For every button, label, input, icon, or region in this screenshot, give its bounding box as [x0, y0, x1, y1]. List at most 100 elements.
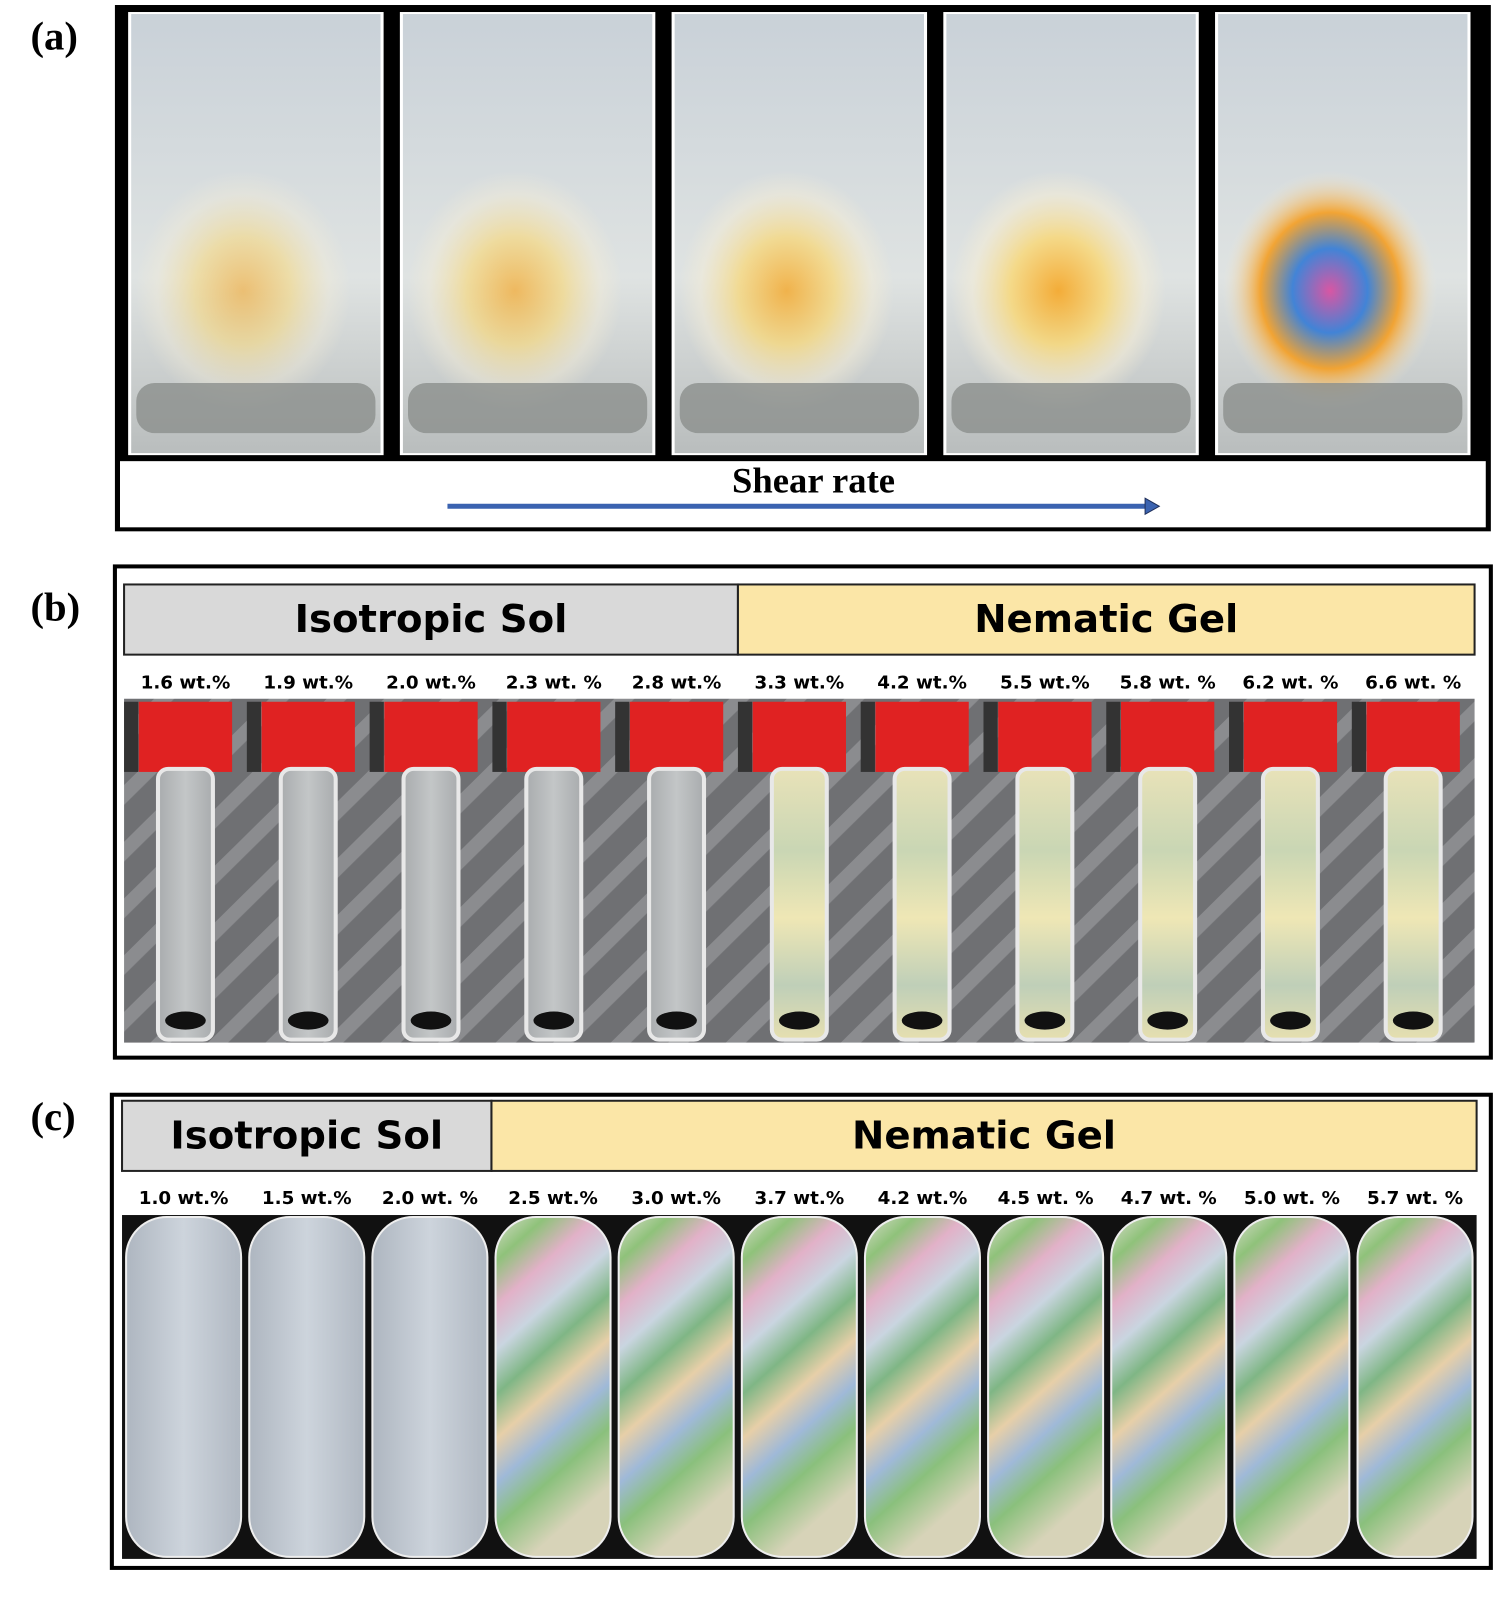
meniscus: [1392, 1011, 1434, 1030]
holder-post: [615, 701, 630, 772]
group-header: [123, 583, 739, 656]
meniscus: [533, 1011, 575, 1030]
tube: [987, 1216, 1105, 1558]
sample-label: 2.8 wt.%: [632, 673, 722, 694]
sample-label: 5.0 wt. %: [1244, 1188, 1340, 1209]
tube: [125, 1216, 243, 1558]
group-header: [736, 583, 1476, 656]
holder-post: [737, 701, 753, 772]
sediment: [1223, 382, 1463, 434]
panel-label: (b): [31, 585, 81, 630]
sample-label: 5.5 wt.%: [1000, 673, 1090, 694]
tube: [863, 1216, 981, 1558]
cap: [1243, 701, 1338, 772]
sample-label: 6.6 wt. %: [1365, 673, 1461, 694]
sediment: [408, 382, 648, 434]
tube: [892, 766, 952, 1042]
cap: [1366, 701, 1460, 772]
meniscus: [901, 1011, 943, 1030]
cap: [261, 701, 355, 772]
holder-post: [860, 701, 875, 772]
tube: [1260, 766, 1320, 1042]
sample-label: 1.5 wt.%: [262, 1188, 352, 1209]
birefringence: [407, 170, 623, 412]
cap: [384, 701, 478, 772]
tube: [524, 766, 584, 1042]
cap: [752, 701, 846, 772]
holder-post: [1229, 701, 1244, 772]
sample-label: 4.2 wt.%: [878, 1188, 968, 1209]
cap: [507, 701, 601, 772]
group-header: [121, 1099, 493, 1172]
axis-strip: [120, 461, 1486, 528]
group-header: [490, 1099, 1478, 1172]
cap: [875, 701, 969, 772]
cap: [629, 701, 724, 772]
sediment: [136, 382, 376, 434]
tube: [1110, 1216, 1228, 1558]
holder-post: [124, 701, 139, 772]
group-label: Isotropic Sol: [295, 597, 568, 642]
label-row: [122, 1170, 1477, 1216]
sample-label: 1.0 wt.%: [139, 1188, 229, 1209]
arrow-head: [1144, 497, 1161, 516]
sample-label: 2.0 wt. %: [382, 1188, 478, 1209]
sample-label: 5.7 wt. %: [1367, 1188, 1463, 1209]
holder-post: [983, 701, 998, 772]
birefringence: [1222, 170, 1438, 412]
cap: [138, 701, 233, 772]
panel-label: (c): [31, 1094, 76, 1139]
tube: [1383, 766, 1443, 1042]
tube: [769, 766, 829, 1042]
tube: [494, 1216, 612, 1558]
tube: [617, 1216, 735, 1558]
sample-label: 1.9 wt.%: [263, 673, 353, 694]
sample-label: 2.3 wt. %: [506, 673, 602, 694]
sample-label: 4.5 wt. %: [998, 1188, 1094, 1209]
cap: [1120, 701, 1215, 772]
meniscus: [287, 1011, 329, 1030]
sample-label: 3.3 wt.%: [754, 673, 844, 694]
tube: [1233, 1216, 1351, 1558]
sediment: [679, 382, 919, 434]
group-label: Nematic Gel: [974, 597, 1238, 642]
meniscus: [1270, 1011, 1311, 1030]
birefringence: [135, 170, 351, 412]
holder-post: [369, 701, 384, 772]
holder-post: [492, 701, 507, 772]
tube: [278, 766, 338, 1042]
tube: [248, 1216, 366, 1558]
holder-post: [1351, 701, 1367, 772]
sample-label: 3.0 wt.%: [631, 1188, 721, 1209]
meniscus: [656, 1011, 697, 1030]
meniscus: [1024, 1011, 1066, 1030]
tube: [740, 1216, 858, 1558]
sample-label: 4.2 wt.%: [877, 673, 967, 694]
group-label: Nematic Gel: [852, 1114, 1116, 1159]
birefringence: [679, 170, 894, 412]
axis-label: Shear rate: [732, 461, 895, 501]
sample-label: 6.2 wt. %: [1242, 673, 1338, 694]
meniscus: [778, 1011, 820, 1030]
tube: [401, 766, 461, 1042]
holder-post: [246, 701, 262, 772]
cap: [998, 701, 1092, 772]
sample-label: 2.5 wt.%: [508, 1188, 598, 1209]
sample-label: 5.8 wt. %: [1120, 673, 1216, 694]
birefringence: [950, 170, 1166, 412]
tube: [155, 766, 215, 1042]
group-label: Isotropic Sol: [170, 1114, 443, 1159]
meniscus: [410, 1011, 452, 1030]
meniscus: [165, 1011, 206, 1030]
sample-label: 1.6 wt.%: [141, 673, 231, 694]
sample-label: 2.0 wt.%: [386, 673, 476, 694]
tube: [1015, 766, 1075, 1042]
holder-post: [1106, 701, 1121, 772]
sample-label: 3.7 wt.%: [754, 1188, 844, 1209]
tube: [647, 766, 707, 1042]
tube: [371, 1216, 489, 1558]
label-row: [124, 654, 1475, 699]
meniscus: [1147, 1011, 1188, 1030]
panel-label: (a): [31, 14, 78, 59]
